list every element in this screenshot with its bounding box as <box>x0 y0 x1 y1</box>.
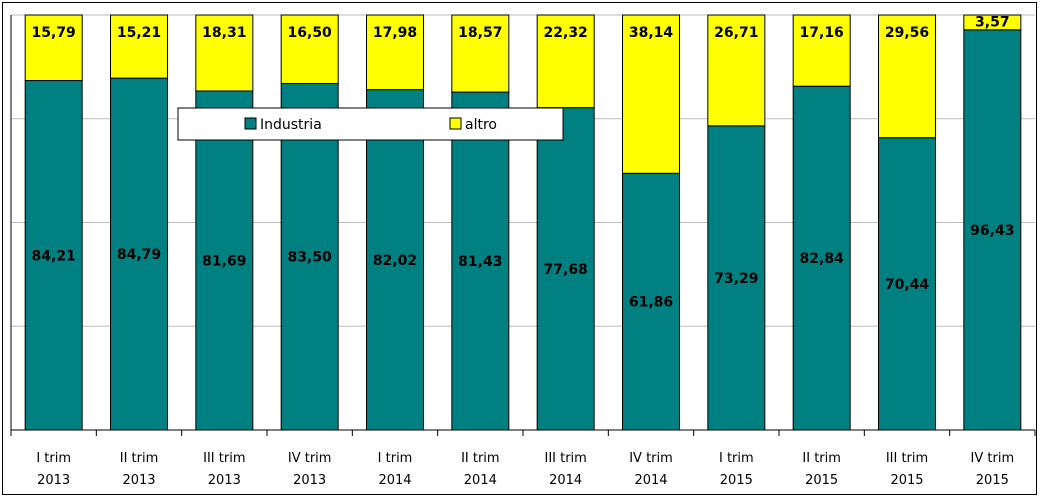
x-tick-label-1-1: 2013 <box>122 473 155 488</box>
x-tick-label-8-0: I trim <box>719 451 754 466</box>
bar-altro-7 <box>622 14 680 174</box>
data-label-altro-8: 26,71 <box>714 25 758 41</box>
data-label-altro-1: 15,21 <box>117 25 161 41</box>
data-label-altro-11: 3,57 <box>975 14 1010 30</box>
bar-industria-7 <box>622 172 680 431</box>
data-label-industria-2: 81,69 <box>202 253 246 269</box>
data-label-altro-10: 29,56 <box>885 25 929 41</box>
x-tick-label-7-0: IV trim <box>629 451 673 466</box>
legend-swatch-industria <box>244 117 257 130</box>
x-tick-label-10-0: III trim <box>886 451 928 466</box>
bar-altro-6 <box>536 14 595 109</box>
bar-altro-5 <box>451 14 510 93</box>
data-label-altro-7: 38,14 <box>629 25 674 41</box>
x-tick-label-8-1: 2015 <box>720 473 753 488</box>
x-tick-label-9-0: II trim <box>802 451 841 466</box>
bar-altro-2 <box>195 14 254 92</box>
x-tick-label-0-1: 2013 <box>37 473 70 488</box>
x-tick-label-4-1: 2014 <box>378 473 411 488</box>
data-label-industria-0: 84,21 <box>32 248 76 264</box>
bar-altro-1 <box>110 14 168 79</box>
data-label-altro-4: 17,98 <box>373 25 417 41</box>
data-label-altro-2: 18,31 <box>202 25 246 41</box>
x-tick-label-5-1: 2014 <box>464 473 497 488</box>
bar-industria-6 <box>536 107 595 431</box>
data-label-industria-10: 70,44 <box>885 277 930 293</box>
data-label-altro-5: 18,57 <box>458 25 502 41</box>
x-tick-label-7-1: 2014 <box>634 473 667 488</box>
legend-label-altro: altro <box>465 117 497 133</box>
data-label-industria-11: 96,43 <box>970 223 1014 239</box>
x-tick-label-6-1: 2014 <box>549 473 582 488</box>
data-label-industria-4: 82,02 <box>373 253 417 269</box>
x-tick-label-6-0: III trim <box>544 451 586 466</box>
bar-industria-11 <box>963 29 1022 431</box>
bar-altro-3 <box>280 14 339 84</box>
bar-industria-2 <box>195 90 254 431</box>
x-tick-label-11-0: IV trim <box>971 451 1015 466</box>
x-tick-label-10-1: 2015 <box>890 473 923 488</box>
data-label-industria-8: 73,29 <box>714 271 758 287</box>
data-label-industria-9: 82,84 <box>800 251 845 267</box>
bar-altro-0 <box>24 14 83 82</box>
legend-box <box>177 107 564 141</box>
x-tick-label-11-1: 2015 <box>976 473 1009 488</box>
data-label-industria-1: 84,79 <box>117 247 161 263</box>
data-label-altro-9: 17,16 <box>800 25 844 41</box>
data-label-industria-7: 61,86 <box>629 295 673 311</box>
bar-industria-3 <box>280 82 339 431</box>
data-label-altro-6: 22,32 <box>544 25 588 41</box>
bar-altro-10 <box>878 14 936 139</box>
bar-altro-9 <box>792 14 851 87</box>
x-tick-label-2-1: 2013 <box>208 473 241 488</box>
legend-swatch-altro <box>449 117 462 130</box>
x-tick-label-9-1: 2015 <box>805 473 838 488</box>
x-tick-label-0-0: I trim <box>36 451 71 466</box>
data-label-industria-3: 83,50 <box>288 250 333 266</box>
x-tick-label-4-0: I trim <box>378 451 413 466</box>
bar-industria-9 <box>792 85 851 431</box>
x-tick-label-3-0: IV trim <box>288 451 332 466</box>
data-label-industria-6: 77,68 <box>544 262 588 278</box>
bar-industria-8 <box>707 125 766 431</box>
data-label-industria-5: 81,43 <box>458 254 502 270</box>
bar-altro-11 <box>963 14 1022 31</box>
data-label-altro-3: 16,50 <box>288 25 333 41</box>
x-tick-label-5-0: II trim <box>461 451 500 466</box>
bar-industria-1 <box>110 77 168 431</box>
bar-industria-10 <box>878 137 936 431</box>
data-label-altro-0: 15,79 <box>32 25 76 41</box>
bar-industria-5 <box>451 91 510 431</box>
x-tick-label-1-0: II trim <box>120 451 159 466</box>
bar-altro-4 <box>366 14 424 91</box>
legend-label-industria: Industria <box>260 117 322 133</box>
x-tick-label-2-0: III trim <box>203 451 245 466</box>
x-tick-label-3-1: 2013 <box>293 473 326 488</box>
bar-altro-8 <box>707 14 766 127</box>
